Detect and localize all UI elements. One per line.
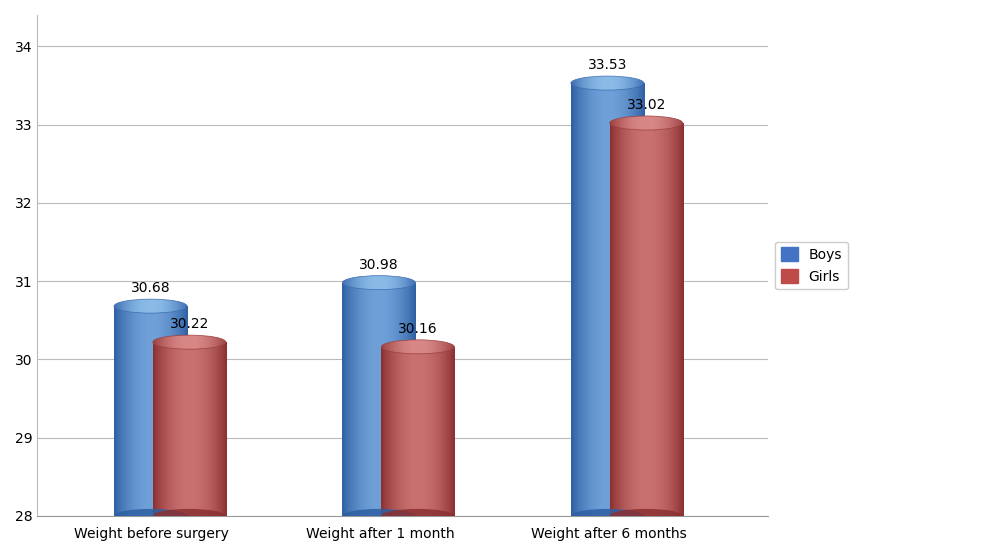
Ellipse shape <box>114 509 187 523</box>
Text: 30.98: 30.98 <box>359 257 398 272</box>
Ellipse shape <box>609 509 682 523</box>
Ellipse shape <box>342 509 415 523</box>
Text: 30.22: 30.22 <box>170 317 209 331</box>
Ellipse shape <box>153 509 226 523</box>
Text: 30.16: 30.16 <box>398 322 438 336</box>
Text: 30.68: 30.68 <box>131 281 171 295</box>
Legend: Boys, Girls: Boys, Girls <box>775 242 848 289</box>
Text: 33.53: 33.53 <box>588 58 627 72</box>
Ellipse shape <box>571 509 644 523</box>
Text: 33.02: 33.02 <box>626 98 666 112</box>
Ellipse shape <box>382 509 455 523</box>
